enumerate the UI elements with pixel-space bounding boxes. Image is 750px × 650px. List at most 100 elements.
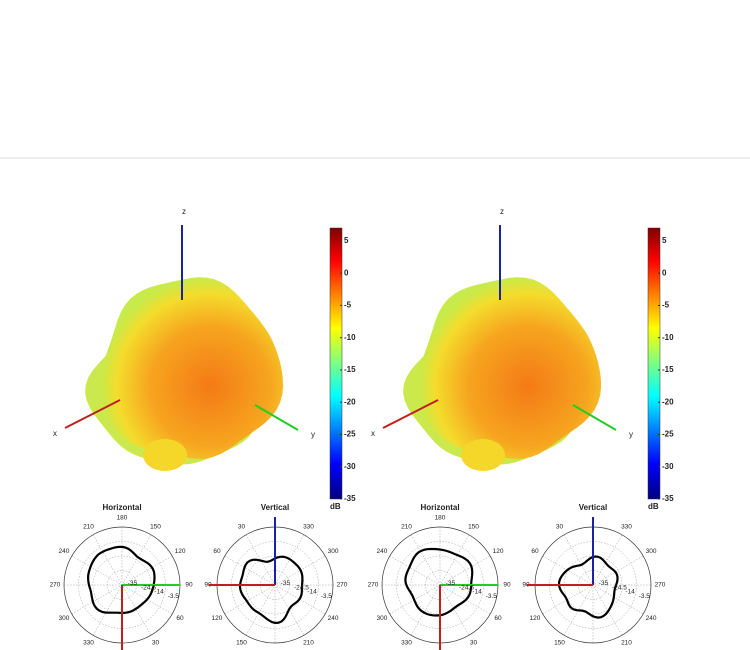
angle-label: 60 xyxy=(531,548,539,555)
colorbar-tick-label: -25 xyxy=(344,430,356,439)
polar-pattern xyxy=(238,555,304,625)
colorbar-tick-label: 5 xyxy=(344,236,349,245)
colorbar-tick-label: -35 xyxy=(662,494,674,503)
pattern-lobe xyxy=(461,439,505,471)
angle-label: 240 xyxy=(377,548,388,555)
ring-label: -3.5 xyxy=(321,593,333,600)
axis-label: z xyxy=(182,207,186,216)
colorbar xyxy=(329,227,343,500)
colorbar-tick-label: -5 xyxy=(662,301,670,310)
polar-title: Horizontal xyxy=(420,503,459,512)
angle-label: 30 xyxy=(152,640,160,647)
angle-label: 300 xyxy=(59,615,70,622)
angle-label: 120 xyxy=(493,548,504,555)
angle-label: 120 xyxy=(175,548,186,555)
ring-label: -24.5 xyxy=(141,584,156,591)
angle-label: 90 xyxy=(204,582,212,589)
angle-label: 300 xyxy=(377,615,388,622)
axis-label: x xyxy=(371,429,375,438)
angle-label: 330 xyxy=(621,524,632,531)
angle-label: 60 xyxy=(213,548,221,555)
ring-label: -24.5 xyxy=(612,584,627,591)
x-axis xyxy=(64,399,121,429)
colorbar-tick-label: 0 xyxy=(344,268,349,277)
polar-title: Vertical xyxy=(579,503,607,512)
angle-label: 330 xyxy=(401,640,412,647)
angle-label: 240 xyxy=(646,615,657,622)
angle-label: 270 xyxy=(655,582,666,589)
angle-label: 60 xyxy=(176,615,184,622)
pattern-3d xyxy=(100,277,284,459)
axis-label: y xyxy=(629,430,633,439)
colorbar-tick-label: -5 xyxy=(344,301,352,310)
colorbar-tick-label: -10 xyxy=(344,333,356,342)
angle-label: 120 xyxy=(530,615,541,622)
pattern-3d xyxy=(418,277,602,459)
ring-label: -14 xyxy=(625,589,635,596)
polar-title: Horizontal xyxy=(102,503,141,512)
angle-label: 210 xyxy=(303,640,314,647)
angle-label: 90 xyxy=(522,582,530,589)
ring-label: -24.5 xyxy=(459,584,474,591)
colorbar-tick-label: -20 xyxy=(662,397,674,406)
panel: zx y50-5-10-15-20-25-30-35dBHorizontal180… xyxy=(368,207,674,650)
ring-label: -14 xyxy=(154,589,164,596)
colorbar-tick-label: -30 xyxy=(344,462,356,471)
axis-label: y xyxy=(311,430,315,439)
ring-label: -35 xyxy=(599,580,609,587)
angle-label: 150 xyxy=(468,524,479,531)
angle-label: 270 xyxy=(50,582,61,589)
angle-label: 30 xyxy=(238,524,246,531)
angle-label: 180 xyxy=(435,515,446,522)
colorbar xyxy=(647,227,661,500)
angle-label: 240 xyxy=(328,615,339,622)
colorbar-unit: dB xyxy=(330,502,341,511)
colorbar-tick-label: 0 xyxy=(662,268,667,277)
pattern-lobe xyxy=(143,439,187,471)
ring-label: -24.5 xyxy=(294,584,309,591)
angle-label: 30 xyxy=(556,524,564,531)
ring-label: -3.5 xyxy=(486,593,498,600)
y-axis xyxy=(572,404,617,431)
angle-label: 240 xyxy=(59,548,70,555)
angle-label: 300 xyxy=(328,548,339,555)
colorbar-tick-label: 5 xyxy=(662,236,667,245)
angle-label: 150 xyxy=(150,524,161,531)
ring-label: -35 xyxy=(128,580,138,587)
x-axis xyxy=(382,399,439,429)
axis-label: z xyxy=(500,207,504,216)
panel: zx y50-5-10-15-20-25-30-35dBHorizontal180… xyxy=(50,207,356,650)
ring-label: -14 xyxy=(307,589,317,596)
axis-label: x xyxy=(53,429,57,438)
angle-label: 210 xyxy=(401,524,412,531)
polar-pattern xyxy=(557,555,619,619)
polar-pattern xyxy=(86,545,156,615)
angle-label: 330 xyxy=(303,524,314,531)
colorbar-unit: dB xyxy=(648,502,659,511)
ring-label: -3.5 xyxy=(639,593,651,600)
angle-label: 210 xyxy=(621,640,632,647)
polar-title: Vertical xyxy=(261,503,289,512)
angle-label: 90 xyxy=(185,582,193,589)
ring-label: -35 xyxy=(446,580,456,587)
ring-label: -35 xyxy=(281,580,291,587)
angle-label: 30 xyxy=(470,640,478,647)
colorbar-tick-label: -10 xyxy=(662,333,674,342)
colorbar-tick-label: -25 xyxy=(662,430,674,439)
angle-label: 270 xyxy=(368,582,379,589)
angle-label: 150 xyxy=(236,640,247,647)
angle-label: 120 xyxy=(212,615,223,622)
angle-label: 90 xyxy=(503,582,511,589)
polar-pattern xyxy=(404,547,474,617)
angle-label: 330 xyxy=(83,640,94,647)
angle-label: 210 xyxy=(83,524,94,531)
colorbar-tick-label: -20 xyxy=(344,397,356,406)
colorbar-tick-label: -15 xyxy=(344,365,356,374)
angle-label: 150 xyxy=(554,640,565,647)
angle-label: 300 xyxy=(646,548,657,555)
ring-label: -3.5 xyxy=(168,593,180,600)
angle-label: 180 xyxy=(117,515,128,522)
colorbar-tick-label: -35 xyxy=(344,494,356,503)
angle-label: 270 xyxy=(337,582,348,589)
